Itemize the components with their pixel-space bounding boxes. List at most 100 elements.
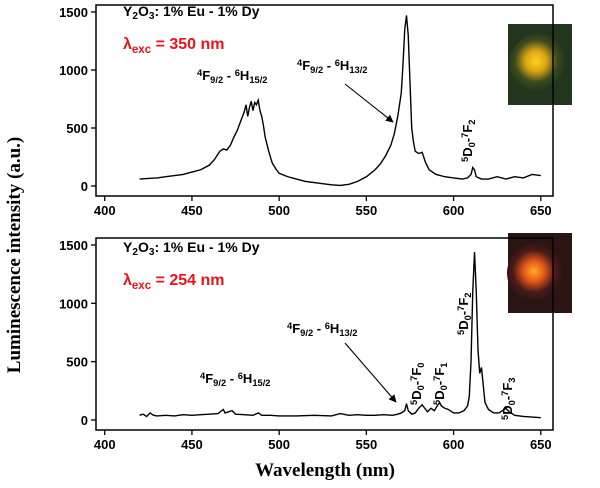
x-axis-title: Wavelength (nm): [255, 460, 395, 481]
annotation-text: O: [138, 239, 149, 255]
annotation-sup: 7: [460, 133, 470, 138]
annotation-text: Y: [123, 3, 133, 19]
x-tick-label: 550: [356, 437, 378, 452]
annotation-text: -: [460, 138, 475, 142]
x-tick-label: 400: [94, 437, 116, 452]
annotation-text: H: [243, 371, 252, 386]
annotation: λexc = 350 nm: [123, 36, 225, 56]
x-tick-label: 650: [530, 203, 552, 218]
annotation-sub: 0: [416, 385, 426, 390]
annotation-sup: 5: [409, 400, 419, 405]
spectrum-line: [139, 15, 541, 187]
annotation-arrow: [344, 83, 394, 123]
x-tick-label: 500: [268, 203, 290, 218]
annotation-sub: 0: [439, 385, 449, 390]
annotation: 5D0-7F2: [460, 120, 477, 163]
annotation-text: : 1% Eu - 1% Dy: [154, 239, 259, 255]
annotation: 5D0-7F2: [456, 293, 473, 336]
annotation-text: H: [240, 68, 249, 83]
annotation-sub: 3: [149, 11, 155, 22]
annotation-text: -: [323, 58, 335, 73]
annotation-text: D: [500, 405, 515, 414]
annotation: 5D0-7F0: [409, 363, 426, 406]
photo-glow: [507, 243, 567, 303]
y-tick-label: 1500: [59, 5, 88, 20]
annotation-text: F: [202, 68, 210, 83]
y-axis-title: Luminescence intensity (a.u.): [4, 137, 25, 373]
annotation-text: F: [500, 383, 515, 391]
plot-frame: [95, 4, 554, 197]
annotation-sub: 9/2: [300, 328, 313, 338]
x-tick-label: 600: [443, 203, 465, 218]
y-tick-label: 0: [81, 179, 88, 194]
annotation-text: -: [223, 68, 235, 83]
annotation-text: D: [456, 320, 471, 329]
annotation: 4F9/2 - 6H13/2: [287, 321, 358, 338]
annotation-text: F: [456, 298, 471, 306]
annotation-sup: 7: [409, 376, 419, 381]
annotation-sub: 9/2: [213, 378, 226, 388]
annotation-sup: 7: [500, 391, 510, 396]
annotation: 4F9/2 - 6H15/2: [197, 68, 268, 85]
y-tick-label: 1500: [59, 238, 88, 253]
x-tick-label: 550: [356, 203, 378, 218]
annotation-sub: exc: [132, 44, 152, 56]
annotation-sub: 15/2: [252, 378, 270, 388]
annotation-sub: 9/2: [310, 65, 323, 75]
annotation-text: F: [409, 368, 424, 376]
annotation-text: O: [138, 3, 149, 19]
plot-frame: [95, 237, 554, 431]
annotation-sup: 5: [456, 330, 466, 335]
y-tick-label: 1000: [59, 63, 88, 78]
annotation-sub: 0: [463, 315, 473, 320]
annotation: 5D0-7F1: [432, 363, 449, 406]
annotation: Y2O3: 1% Eu - 1% Dy: [123, 239, 260, 258]
annotation-text: -: [313, 321, 325, 336]
annotation-text: F: [432, 368, 447, 376]
annotation-text: Y: [123, 239, 133, 255]
annotation-sub: 15/2: [249, 75, 267, 85]
x-tick-label: 600: [443, 437, 465, 452]
annotation-sub: 2: [463, 293, 473, 298]
annotation-sub: 3: [149, 247, 155, 258]
annotation-text: F: [205, 371, 213, 386]
annotation-sub: 2: [467, 120, 477, 125]
annotation: λexc = 254 nm: [123, 272, 225, 292]
y-tick-label: 0: [81, 413, 88, 428]
annotation-text: -: [226, 371, 238, 386]
annotation: 4F9/2 - 6H15/2: [200, 371, 271, 388]
annotation: 5D0-7F3: [500, 378, 517, 421]
annotation-sup: 6: [238, 371, 243, 381]
annotation-arrow: [344, 342, 397, 403]
annotation-sup: 6: [325, 321, 330, 331]
x-tick-label: 400: [94, 203, 116, 218]
annotation-text: -: [456, 311, 471, 315]
annotation-text: F: [460, 125, 475, 133]
annotation-sub: 0: [467, 142, 477, 147]
y-tick-label: 500: [66, 355, 88, 370]
annotation-sub: 0: [507, 400, 517, 405]
annotation-text: λ: [123, 272, 132, 289]
annotation-text: λ: [123, 36, 132, 53]
annotation-text: F: [292, 321, 300, 336]
y-tick-label: 1000: [59, 296, 88, 311]
annotation-sup: 5: [460, 157, 470, 162]
annotation-sup: 4: [200, 371, 206, 381]
annotation-sub: 13/2: [339, 328, 357, 338]
annotation-sup: 7: [456, 306, 466, 311]
annotation-sup: 5: [432, 400, 442, 405]
annotation-sup: 4: [287, 321, 293, 331]
annotation-text: H: [330, 321, 339, 336]
annotation-text: D: [460, 147, 475, 156]
annotation-sub: 2: [132, 11, 138, 22]
annotation-sup: 5: [500, 415, 510, 420]
annotation-text: F: [302, 58, 310, 73]
annotation-sub: 1: [439, 363, 449, 368]
annotation-text: D: [432, 390, 447, 399]
annotation-text: H: [340, 58, 349, 73]
annotation-sub: 9/2: [210, 75, 223, 85]
annotation-text: = 254 nm: [151, 272, 224, 289]
x-tick-label: 650: [530, 437, 552, 452]
photo-glow: [509, 34, 569, 94]
